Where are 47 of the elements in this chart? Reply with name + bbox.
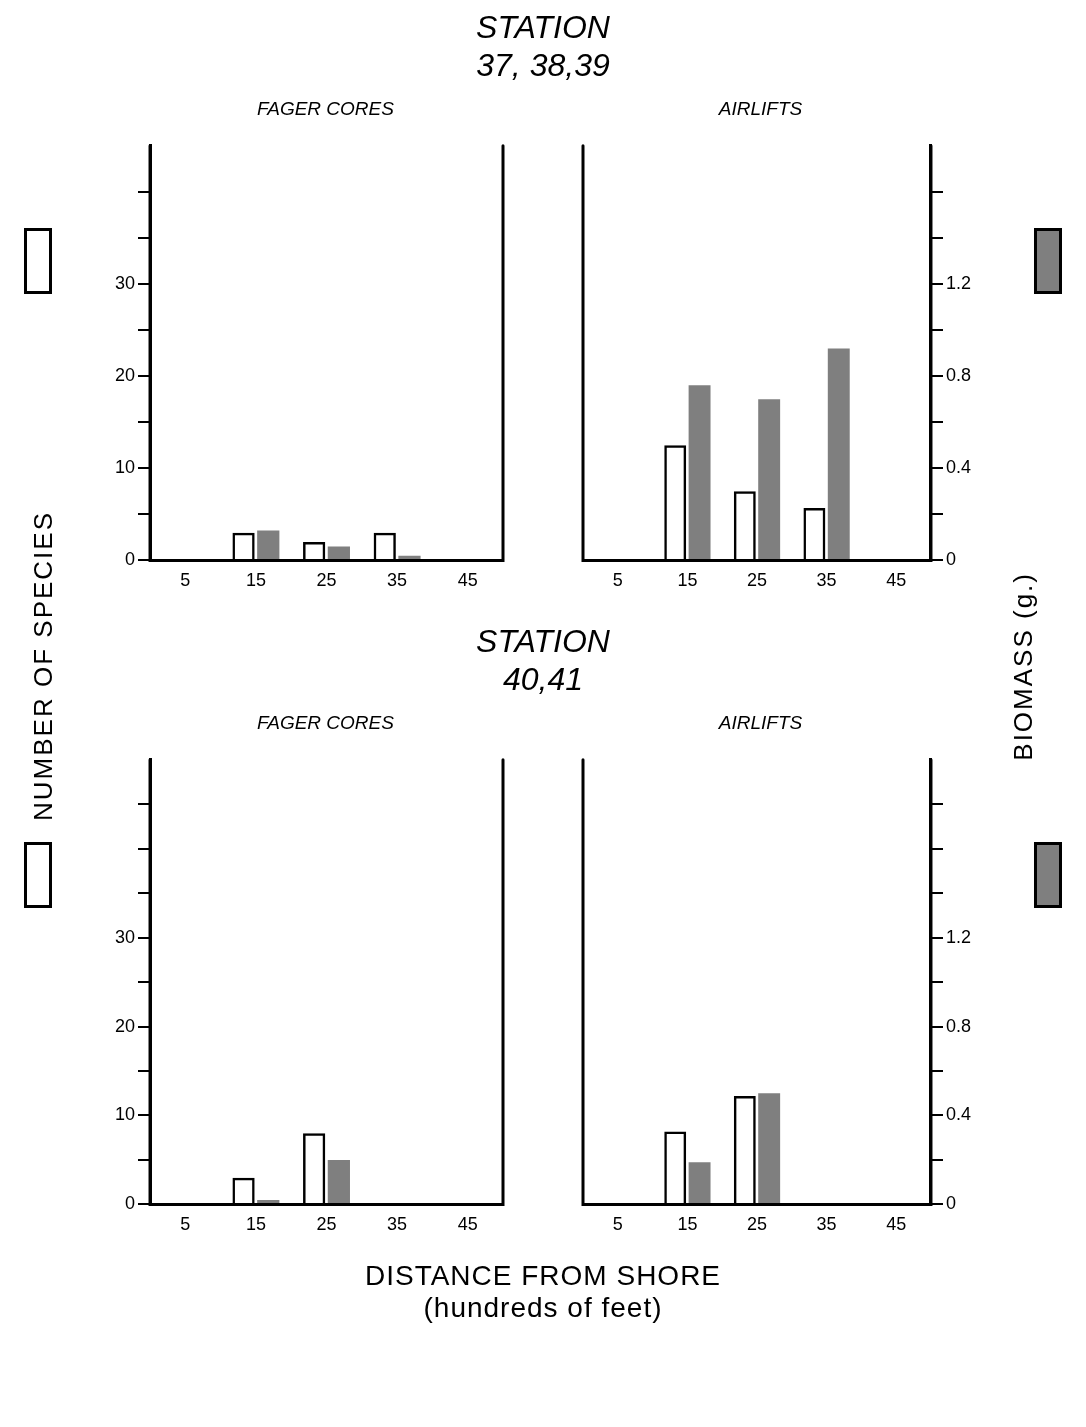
bar [827,348,850,560]
y2-tick-label: 0.8 [945,365,972,386]
x-tick-label: 25 [746,570,767,591]
x-tick-label: 25 [746,1214,767,1235]
x-tick-label: 5 [180,570,191,591]
chart-title: STATION 37, 38,39 [475,8,611,85]
x-tick-label: 25 [316,570,337,591]
x-tick-label: 15 [677,1214,698,1235]
y-tick-label: 0 [125,549,136,570]
x-tick-label: 45 [457,570,478,591]
y-tick-label: 0 [125,1193,136,1214]
x-tick-label: 35 [816,570,837,591]
y-axis-title: NUMBER OF SPECIES [28,511,59,821]
chart-subtitle: AIRLIFTS [717,98,804,121]
y2-tick-label: 1.2 [945,926,972,947]
y2-tick-label: 1.2 [945,272,972,293]
y2-tick-label: 0 [945,549,956,570]
chart-subtitle: FAGER CORES [256,98,395,121]
x-axis-title: DISTANCE FROM SHORE (hundreds of feet) [363,1260,723,1324]
x-tick-label: 15 [245,1214,266,1235]
x-tick-label: 5 [180,1214,191,1235]
y-tick-label: 10 [114,457,136,478]
y2-tick-label: 0 [945,1193,956,1214]
x-tick-label: 25 [316,1214,337,1235]
x-tick-label: 35 [387,570,408,591]
y-tick-label: 10 [114,1104,136,1125]
chart-subtitle: FAGER CORES [256,712,395,735]
x-tick-label: 5 [612,1214,623,1235]
y-tick-label: 20 [114,1015,136,1036]
x-tick-label: 5 [612,570,623,591]
y2-tick-label: 0.8 [945,1015,972,1036]
x-tick-label: 15 [245,570,266,591]
y2-tick-label: 0.4 [945,457,972,478]
bar [758,399,781,560]
x-tick-label: 35 [387,1214,408,1235]
y-tick-label: 30 [114,926,136,947]
y-tick-label: 20 [114,365,136,386]
x-tick-label: 45 [457,1214,478,1235]
x-tick-label: 45 [886,570,907,591]
x-tick-label: 15 [677,570,698,591]
y2-axis-title: BIOMASS (g.) [1008,571,1039,761]
chart-subtitle: AIRLIFTS [717,712,804,735]
y2-tick-label: 0.4 [945,1104,972,1125]
x-tick-label: 45 [886,1214,907,1235]
chart-title: STATION 40,41 [475,622,611,699]
y-tick-label: 30 [114,272,136,293]
x-tick-label: 35 [816,1214,837,1235]
